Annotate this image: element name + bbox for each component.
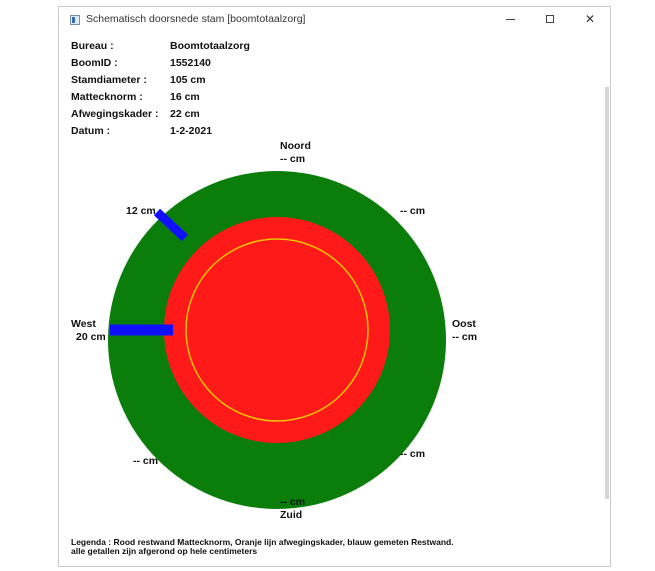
label-west-name: West: [71, 318, 96, 330]
close-icon: ✕: [584, 12, 596, 26]
legend-line-2: alle getallen zijn afgerond op hele cent…: [71, 546, 258, 556]
info-value: 1-2-2021: [170, 125, 213, 137]
label-northwest-value: 12 cm: [126, 205, 156, 217]
close-button[interactable]: ✕: [577, 10, 603, 28]
label-southeast-value: -- cm: [400, 448, 426, 460]
info-value: 22 cm: [170, 108, 200, 120]
info-label: Datum :: [71, 125, 111, 137]
app-window: Schematisch doorsnede stam [boomtotaalzo…: [58, 6, 611, 567]
info-label: Afwegingskader :: [71, 108, 159, 120]
vertical-scrollbar[interactable]: [605, 87, 609, 499]
label-east-value: -- cm: [452, 331, 478, 343]
info-value: Boomtotaalzorg: [170, 40, 250, 52]
app-icon: [70, 15, 80, 25]
label-south-value: -- cm: [280, 496, 306, 508]
label-northeast-value: -- cm: [400, 205, 426, 217]
label-west-value: 20 cm: [76, 331, 106, 343]
label-southwest-value: -- cm: [133, 455, 159, 467]
info-label: Mattecknorm :: [71, 91, 143, 103]
minimize-button[interactable]: [497, 10, 523, 28]
info-label: Stamdiameter :: [71, 74, 147, 86]
minimize-icon: [505, 18, 515, 20]
window-title: Schematisch doorsnede stam [boomtotaalzo…: [86, 13, 306, 25]
label-north-name: Noord: [280, 140, 311, 152]
measured-wall-northwest: [153, 208, 189, 242]
maximize-button[interactable]: [537, 10, 563, 28]
assessment-frame-ring: [185, 238, 369, 422]
residual-wall-norm-circle: [164, 217, 390, 443]
maximize-icon: [546, 15, 554, 23]
info-label: BoomID :: [71, 57, 118, 69]
title-bar[interactable]: Schematisch doorsnede stam [boomtotaalzo…: [59, 7, 610, 33]
trunk-cross-section: [108, 171, 446, 509]
label-south-name: Zuid: [280, 509, 303, 521]
info-value: 16 cm: [170, 91, 200, 103]
info-label: Bureau :: [71, 40, 114, 52]
label-north-value: -- cm: [280, 153, 306, 165]
info-value: 105 cm: [170, 74, 206, 86]
label-east-name: Oost: [452, 318, 476, 330]
info-value: 1552140: [170, 57, 211, 69]
legend-line-1: Legenda : Rood restwand Mattecknorm, Ora…: [71, 537, 454, 547]
legend: Legenda : Rood restwand Mattecknorm, Ora…: [71, 538, 454, 556]
